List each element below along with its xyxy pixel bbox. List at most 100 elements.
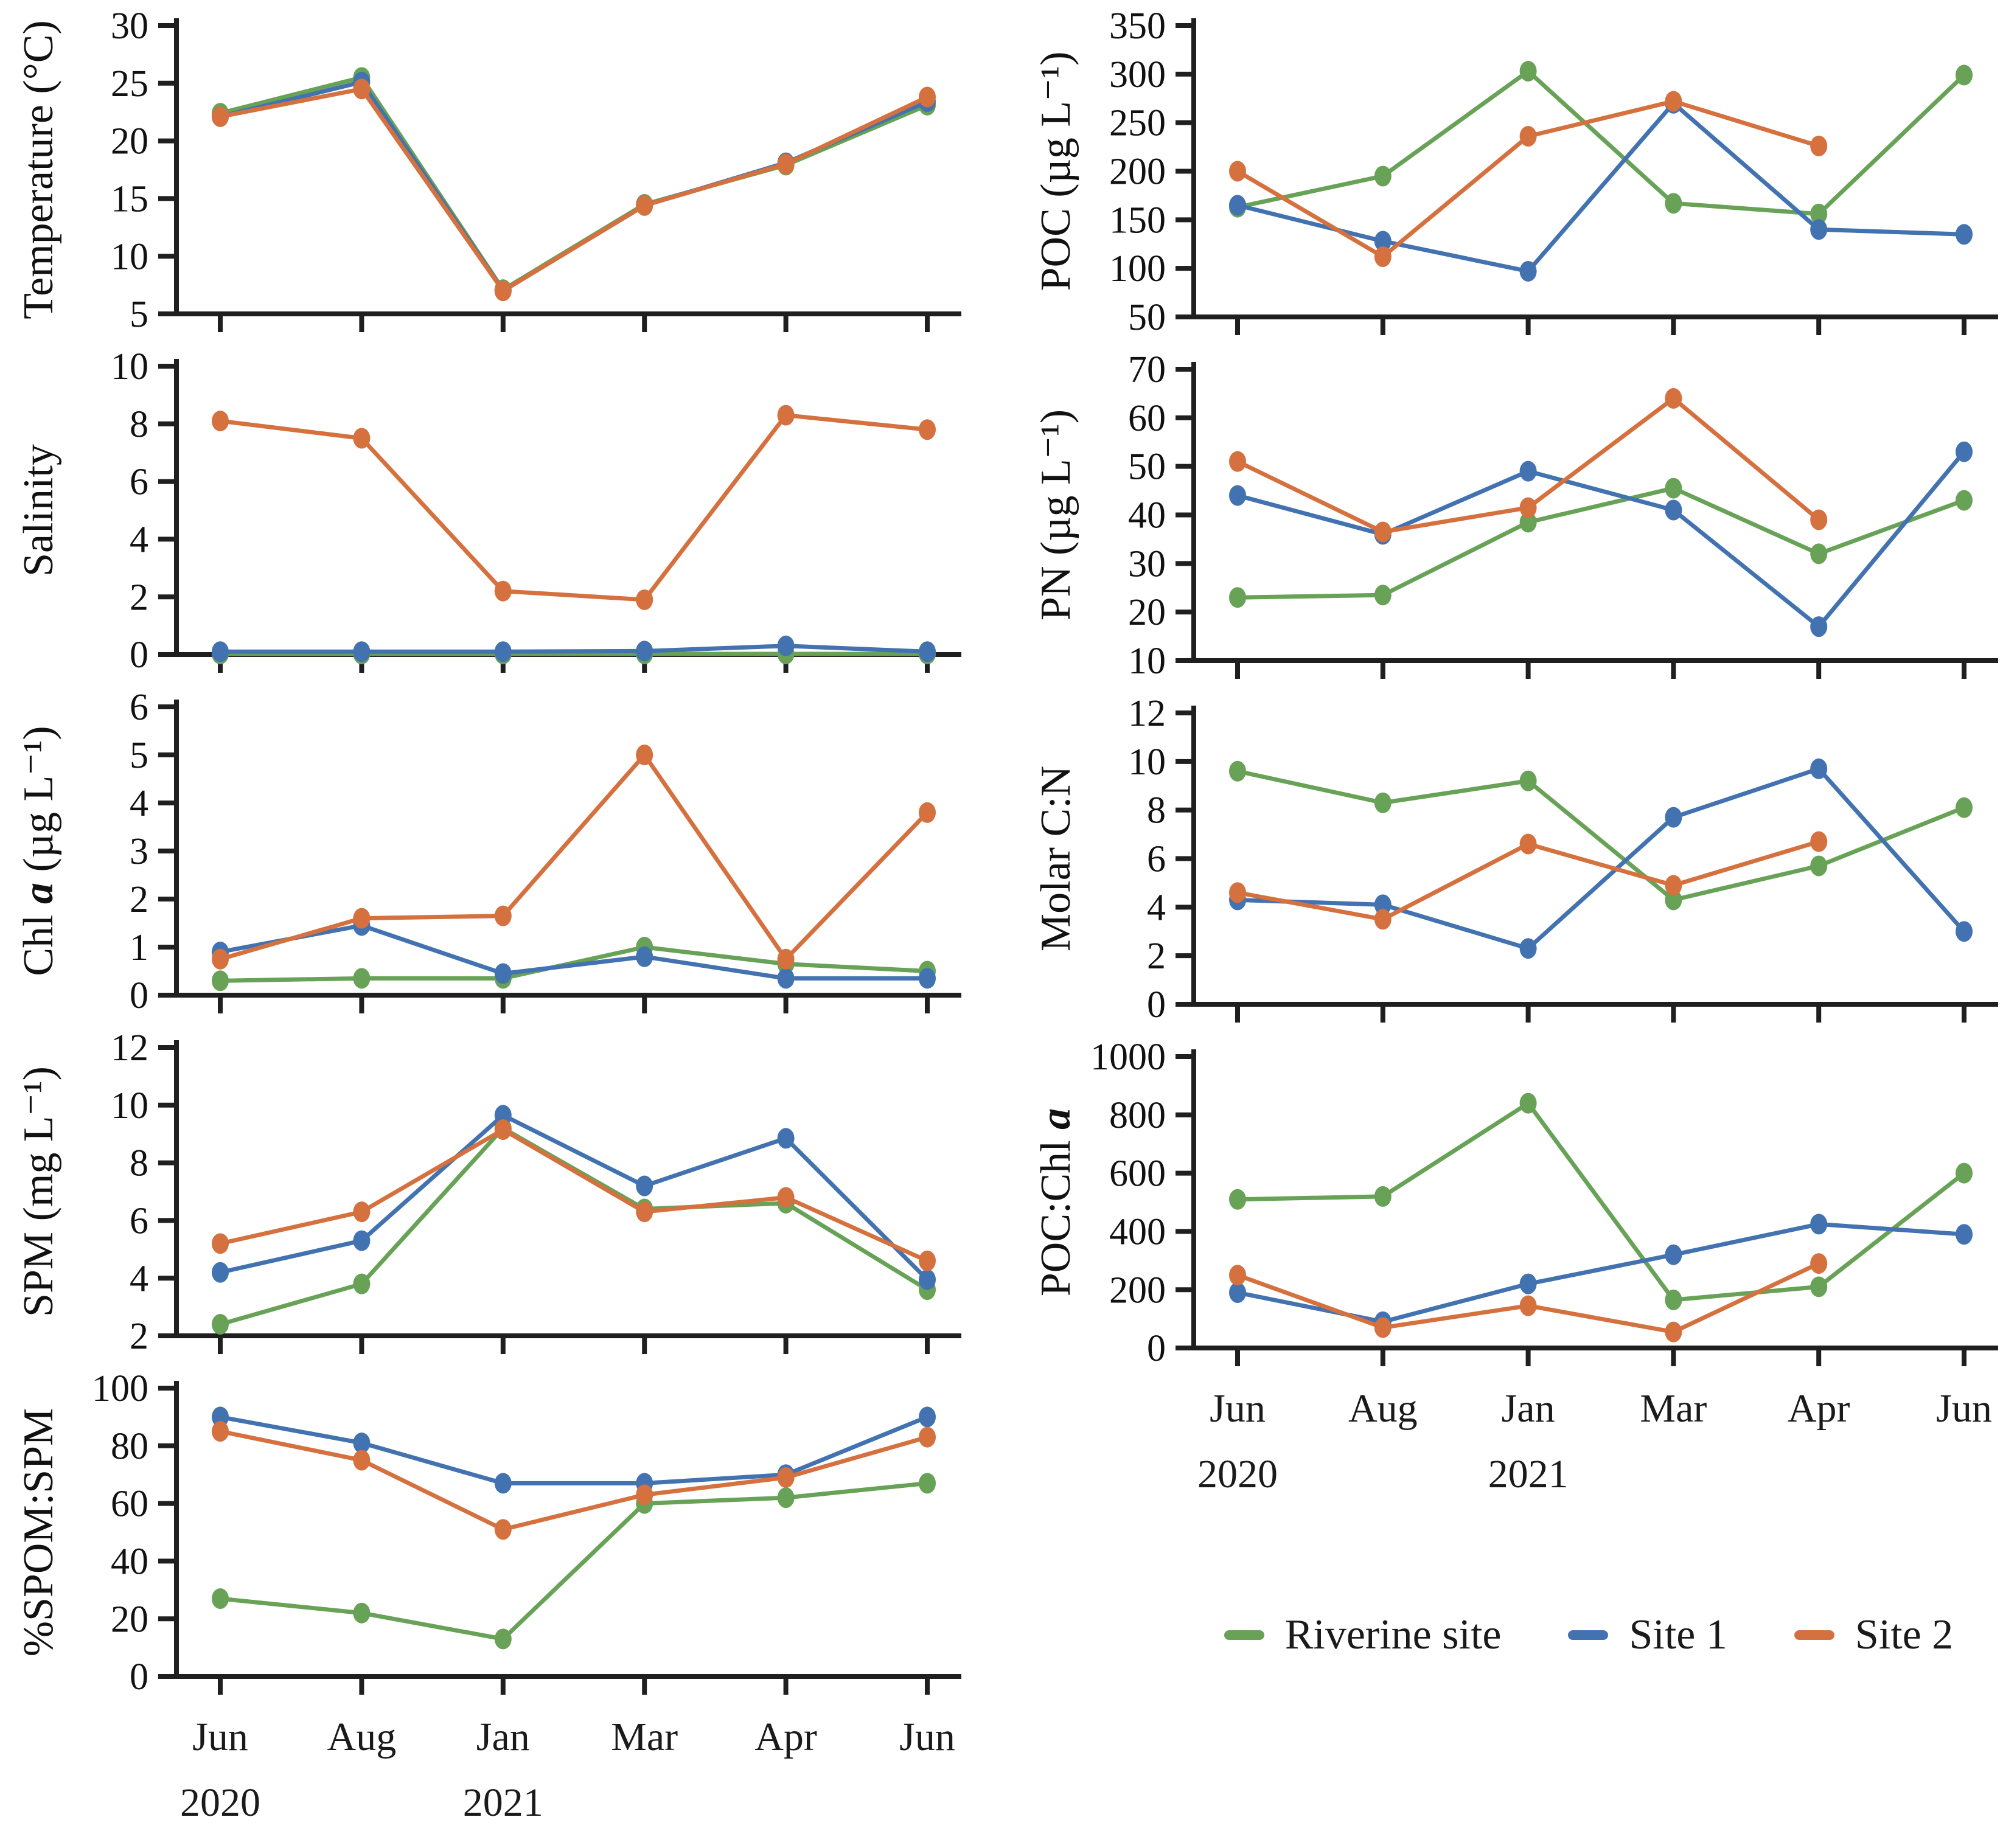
data-point-site1 xyxy=(353,1433,371,1454)
data-point-site2 xyxy=(1810,831,1828,852)
y-tick-label: 10 xyxy=(111,346,148,387)
chart-panel-poc-chl-a: 0 200 400 600 800 1000 POC:Chl a xyxy=(1034,1036,2003,1380)
y-axis-label: Temperature (°C) xyxy=(17,20,62,319)
y-tick-label: 5 xyxy=(130,294,148,335)
y-tick-label: 4 xyxy=(130,519,148,560)
data-point-site2 xyxy=(636,1201,653,1223)
data-point-site1 xyxy=(1810,219,1828,240)
data-point-site2 xyxy=(919,802,936,823)
data-point-site1 xyxy=(777,968,795,989)
series-line-site2 xyxy=(1235,99,1821,259)
data-point-riverine xyxy=(1665,478,1682,499)
y-tick-label: 600 xyxy=(1109,1153,1166,1195)
series-line-riverine xyxy=(218,1481,930,1641)
data-point-site2 xyxy=(1519,126,1537,147)
data-point-site1 xyxy=(353,641,371,662)
y-axis-label: %SPOM:SPM xyxy=(17,1408,62,1657)
y-tick-label: 0 xyxy=(130,634,148,676)
series-site1 xyxy=(212,1105,936,1290)
data-point-site1 xyxy=(494,1473,512,1494)
data-point-site1 xyxy=(1665,499,1682,521)
data-point-site2 xyxy=(1810,1253,1828,1274)
data-point-site2 xyxy=(777,1467,795,1488)
y-tick-label: 10 xyxy=(111,1085,148,1127)
data-point-site2 xyxy=(919,419,936,440)
y-tick-label: 6 xyxy=(130,1200,148,1242)
data-point-riverine xyxy=(353,1602,371,1624)
data-point-site1 xyxy=(1665,1244,1682,1265)
series-site2 xyxy=(212,1119,936,1271)
legend-item-riverine: Riverine site xyxy=(1224,1611,1501,1659)
series-line-riverine xyxy=(1235,69,1966,217)
chart-panel-chl-a: 0 1 2 3 4 5 6 Chl a (µg L⁻¹) xyxy=(17,686,966,1027)
data-point-riverine xyxy=(1810,543,1828,564)
y-tick-label: 5 xyxy=(130,735,148,776)
y-tick-label: 4 xyxy=(1147,887,1166,928)
spom-spm-chart-svg: 0 20 40 60 80 100 %SPOM:SPM xyxy=(17,1368,961,1698)
y-tick-label: 40 xyxy=(1128,495,1166,537)
y-tick-label: 100 xyxy=(1109,248,1166,290)
data-point-riverine xyxy=(919,1473,936,1494)
y-tick-label: 6 xyxy=(130,462,148,503)
series-line-site1 xyxy=(218,1414,930,1485)
data-point-site2 xyxy=(212,1233,229,1254)
data-point-site2 xyxy=(636,195,653,216)
y-tick-label: 6 xyxy=(130,687,148,728)
y-tick-label: 0 xyxy=(1147,1328,1166,1369)
molar-cn-chart-svg: 0 2 4 6 8 10 12 Molar C:N xyxy=(1034,693,1998,1026)
data-point-riverine xyxy=(1229,1189,1246,1210)
y-tick-label: 10 xyxy=(1128,641,1166,682)
series-riverine xyxy=(1229,1092,1973,1310)
series-site2 xyxy=(1229,831,1828,930)
data-point-riverine xyxy=(1519,61,1537,82)
series-line-site2 xyxy=(218,752,930,962)
x-axis-labels-right: Jun Aug Jan Mar Apr Jun 2020 2021 xyxy=(1034,1380,2003,1520)
legend-label: Site 1 xyxy=(1629,1611,1727,1658)
y-tick-label: 1000 xyxy=(1090,1037,1166,1078)
data-point-site1 xyxy=(919,641,936,662)
series-site2 xyxy=(212,405,936,610)
data-point-site2 xyxy=(1519,497,1537,518)
y-tick-label: 0 xyxy=(130,1656,148,1698)
series-line-site1 xyxy=(218,644,930,654)
series-line-riverine xyxy=(218,945,930,983)
chart-panel-temperature: 5 10 15 20 25 30 Temperature (°C) xyxy=(17,5,966,346)
x-month-label: Jun xyxy=(1210,1386,1266,1431)
figure-legend: Riverine site Site 1 Site 2 xyxy=(1034,1611,2003,1659)
y-tick-label: 60 xyxy=(111,1484,148,1525)
x-month-label: Jun xyxy=(192,1715,248,1759)
data-point-site2 xyxy=(1665,875,1682,896)
y-tick-label: 400 xyxy=(1109,1211,1166,1252)
data-point-site1 xyxy=(1519,938,1537,959)
y-axis-label: Salinity xyxy=(17,444,62,577)
y-tick-label: 12 xyxy=(1128,693,1166,734)
data-point-site2 xyxy=(1519,833,1537,855)
series-line-riverine xyxy=(1235,486,1966,600)
data-point-site2 xyxy=(1229,161,1246,182)
x-month-label: Jan xyxy=(476,1715,530,1759)
data-point-site1 xyxy=(777,1128,795,1149)
chart-panel-spom-spm: 0 20 40 60 80 100 %SPOM:SPM xyxy=(17,1367,966,1708)
data-point-riverine xyxy=(353,968,371,989)
y-tick-label: 150 xyxy=(1109,200,1166,241)
y-tick-label: 2 xyxy=(130,1316,148,1357)
data-point-site2 xyxy=(636,1484,653,1506)
data-point-riverine xyxy=(1519,1092,1537,1114)
y-tick-label: 10 xyxy=(1128,742,1166,783)
x-month-label: Apr xyxy=(1787,1386,1850,1431)
data-point-site2 xyxy=(1229,882,1246,903)
data-point-site1 xyxy=(1665,807,1682,828)
y-tick-label: 70 xyxy=(1128,349,1166,391)
data-point-site2 xyxy=(1519,1295,1537,1316)
x-month-label: Aug xyxy=(1348,1386,1418,1431)
temperature-chart-svg: 5 10 15 20 25 30 Temperature (°C) xyxy=(17,5,961,335)
data-point-site1 xyxy=(1229,1282,1246,1303)
data-point-site2 xyxy=(1665,91,1682,112)
data-point-site1 xyxy=(1519,1273,1537,1294)
y-tick-label: 800 xyxy=(1109,1095,1166,1136)
y-tick-label: 20 xyxy=(111,1599,148,1640)
data-point-site1 xyxy=(494,641,512,662)
x-month-label: Apr xyxy=(754,1715,817,1759)
x-month-label: Jun xyxy=(1936,1386,1992,1431)
data-point-site2 xyxy=(777,405,795,426)
